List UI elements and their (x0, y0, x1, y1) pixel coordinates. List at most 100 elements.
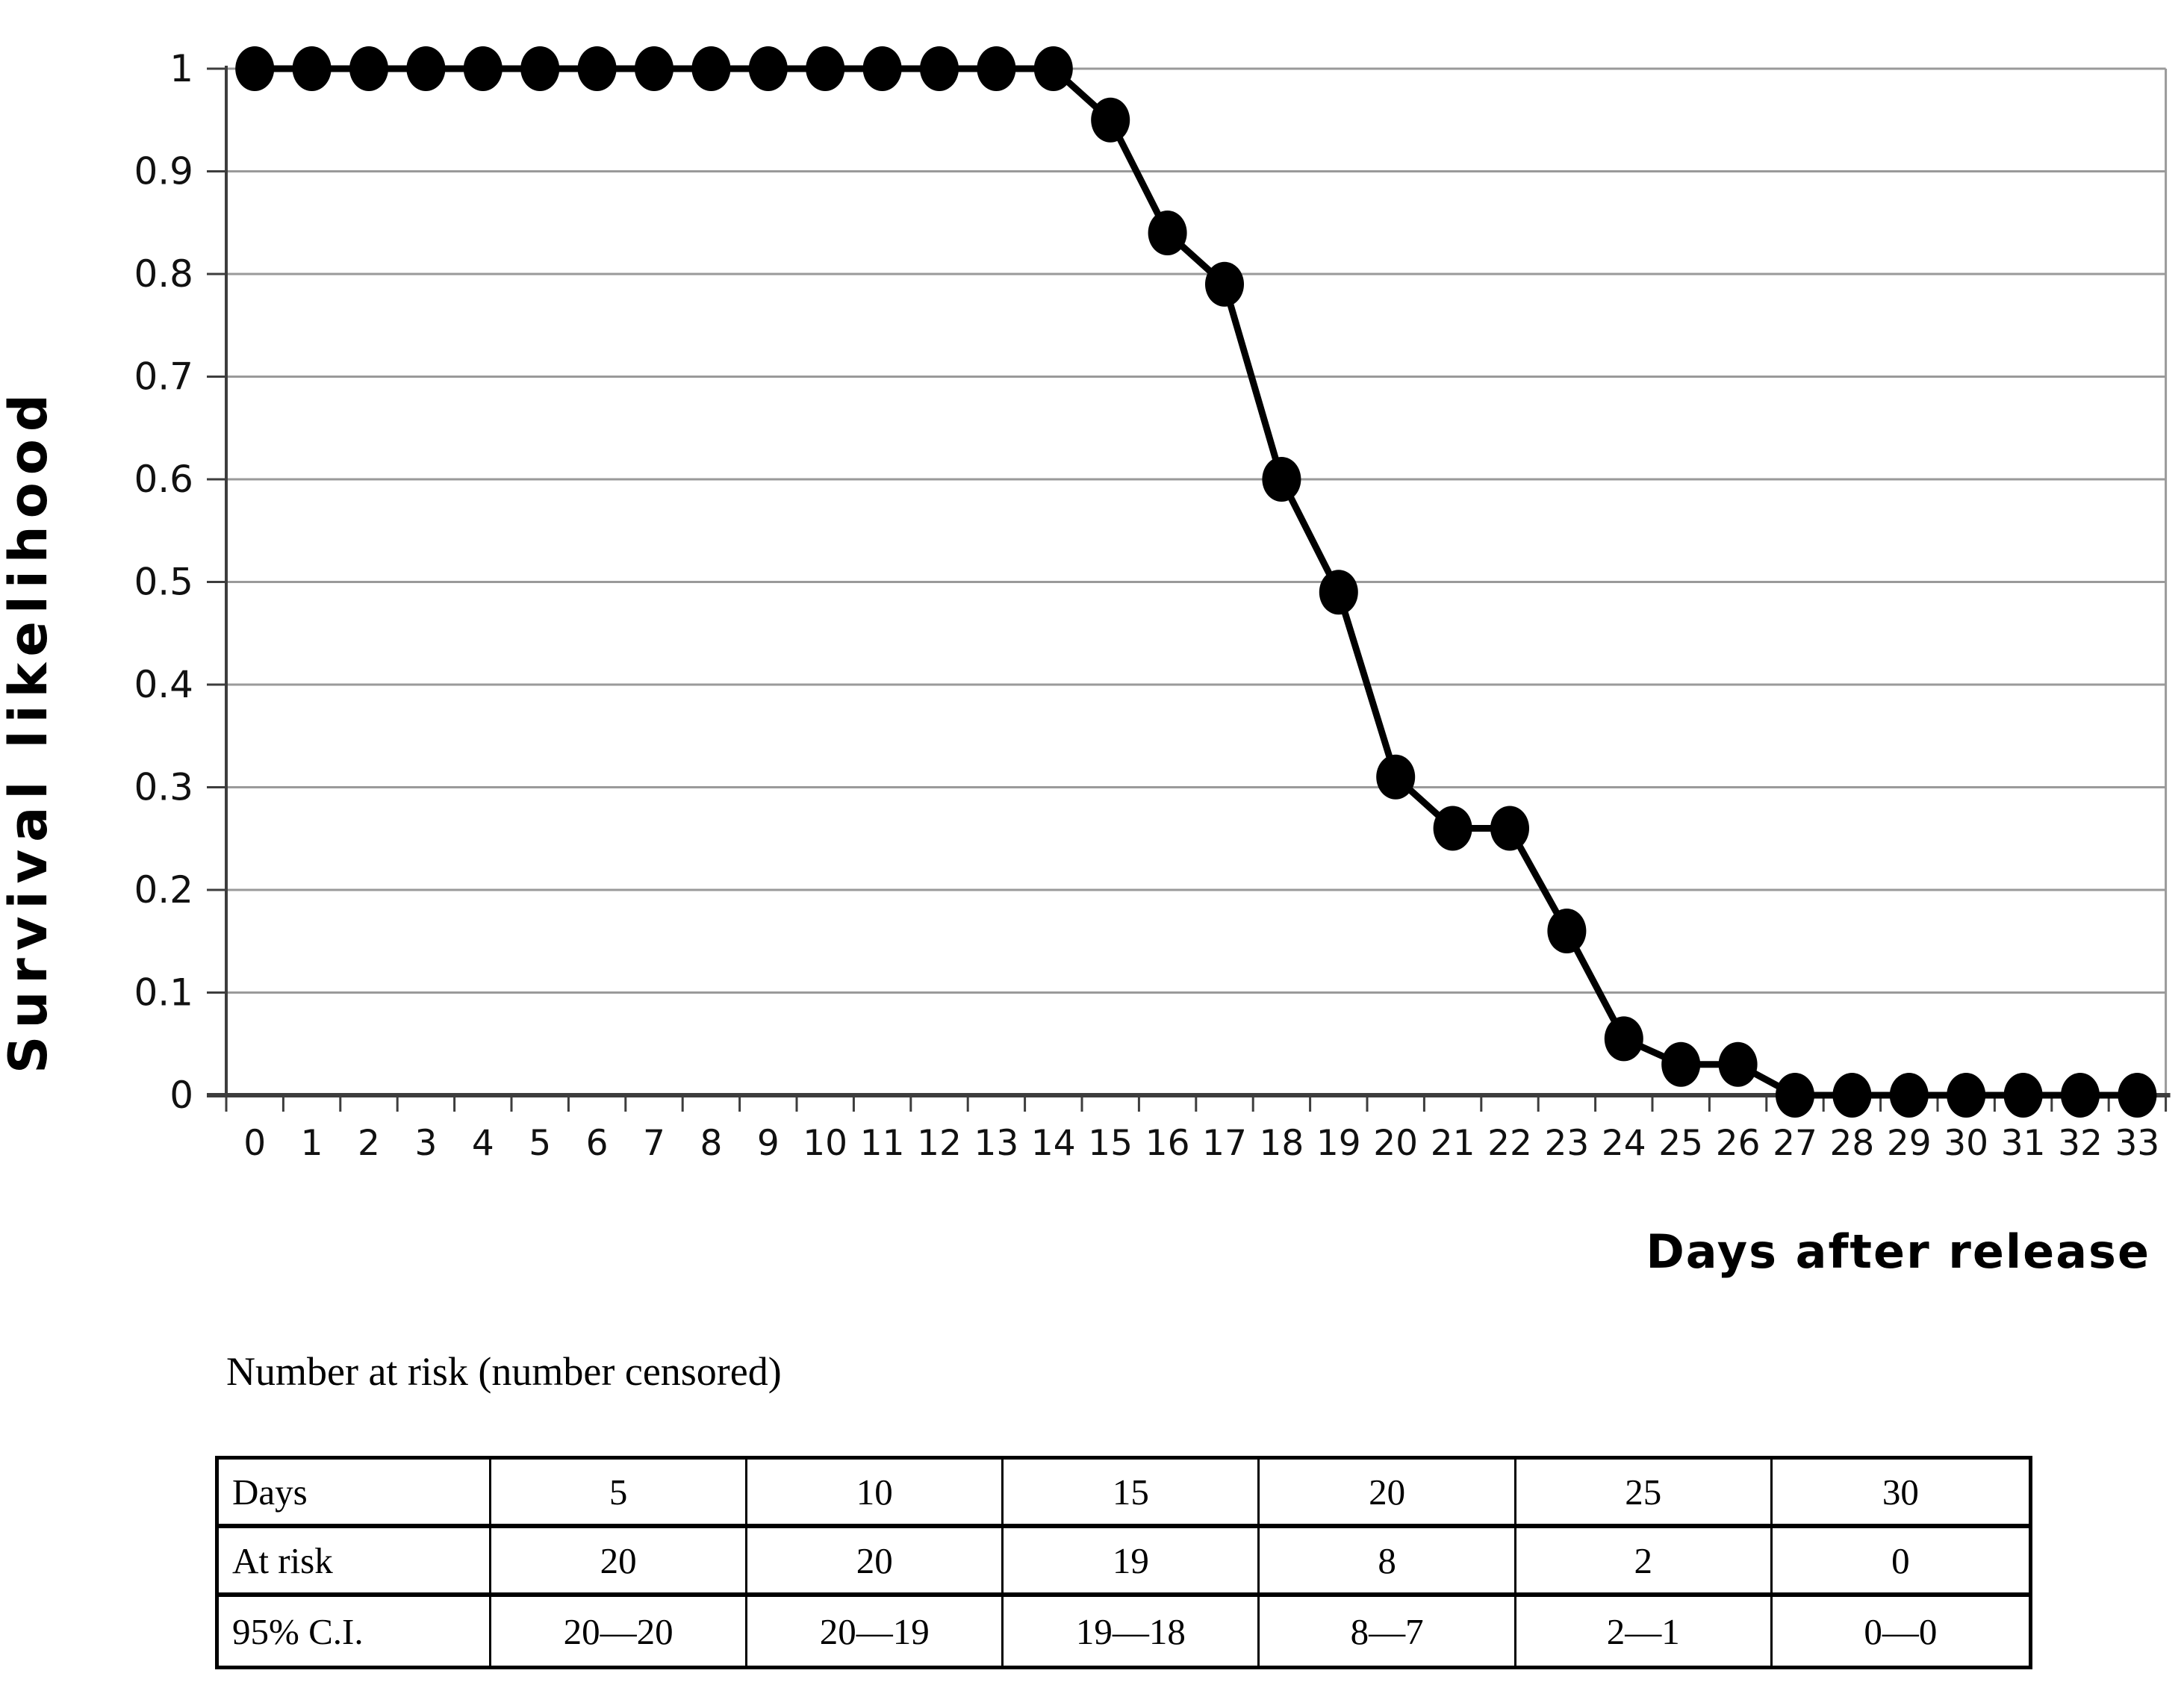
data-point-day-32 (2061, 1073, 2100, 1118)
survival-line (251, 65, 2141, 1099)
risk-table-cell: 15 (1004, 1460, 1260, 1528)
risk-table-cell: 2—1 (1516, 1597, 1773, 1666)
y-tick-label: 0.6 (134, 458, 193, 501)
x-tick-label: 13 (974, 1123, 1018, 1164)
y-tick-label: 0.3 (134, 766, 193, 809)
data-point-day-24 (1604, 1016, 1643, 1062)
data-point-day-13 (977, 46, 1016, 91)
risk-table-cell: 19—18 (1004, 1597, 1260, 1666)
data-point-day-8 (691, 46, 731, 91)
x-tick-label: 28 (1829, 1123, 1874, 1164)
tick-labels: 00.10.20.30.40.50.60.70.80.910 1 2 3 4 5 6 7 8 9 1… (134, 47, 2159, 1164)
x-tick-label: 29 (1887, 1123, 1932, 1164)
x-tick-label: 33 (2115, 1123, 2159, 1164)
data-point-day-4 (463, 46, 503, 91)
x-tick-label: 26 (1716, 1123, 1761, 1164)
data-point-day-1 (292, 46, 332, 91)
x-tick-label: 23 (1544, 1123, 1589, 1164)
data-point-day-18 (1262, 457, 1301, 502)
y-tick-label: 1 (169, 47, 193, 90)
data-point-day-17 (1205, 261, 1244, 307)
data-point-day-6 (577, 46, 617, 91)
risk-table-cell: 30 (1772, 1460, 2029, 1528)
data-point-day-20 (1376, 754, 1416, 800)
data-point-day-3 (406, 46, 446, 91)
risk-table-row-label: 95% C.I. (219, 1597, 491, 1666)
y-tick-label: 0 (169, 1074, 193, 1117)
risk-table-cell: 20—20 (491, 1597, 748, 1666)
x-tick-label: 17 (1202, 1123, 1247, 1164)
risk-table-cell: 8—7 (1260, 1597, 1516, 1666)
data-point-day-10 (806, 46, 845, 91)
y-tick-label: 0.5 (134, 561, 193, 604)
y-tick-label: 0.7 (134, 355, 193, 399)
x-tick-label: 11 (860, 1123, 905, 1164)
y-tick-label: 0.1 (134, 971, 193, 1015)
data-point-day-19 (1319, 570, 1358, 615)
y-tick-label: 0.4 (134, 663, 193, 706)
data-point-day-5 (520, 46, 560, 91)
data-point-day-0 (235, 46, 275, 91)
x-tick-label: 16 (1145, 1123, 1190, 1164)
y-tick-label: 0.8 (134, 252, 193, 296)
x-tick-label: 31 (2001, 1123, 2046, 1164)
survival-curve-chart: 00.10.20.30.40.50.60.70.80.910 1 2 3 4 5 6 7 8 9 1… (0, 46, 2171, 1279)
x-tick-label: 19 (1316, 1123, 1361, 1164)
data-point-day-9 (748, 46, 788, 91)
data-point-day-14 (1033, 46, 1073, 91)
gridlines (226, 67, 2168, 1095)
x-tick-label: 24 (1602, 1123, 1646, 1164)
data-point-day-2 (349, 46, 388, 91)
risk-table-row-label: Days (219, 1460, 491, 1528)
data-point-day-22 (1490, 806, 1529, 851)
risk-table-cell: 20 (1260, 1460, 1516, 1528)
x-tick-label: 14 (1031, 1123, 1076, 1164)
tick-marks (207, 67, 2168, 1112)
risk-table-cell: 0 (1772, 1528, 2029, 1597)
x-tick-label: 25 (1658, 1123, 1703, 1164)
x-tick-label: 7 (643, 1123, 665, 1164)
x-tick-label: 4 (472, 1123, 494, 1164)
data-point-day-33 (2118, 1073, 2157, 1118)
data-point-day-27 (1776, 1073, 1814, 1118)
x-tick-label: 9 (757, 1123, 780, 1164)
x-tick-label: 1 (301, 1123, 323, 1164)
risk-table-cell: 0—0 (1864, 1610, 1938, 1652)
x-tick-label: 30 (1944, 1123, 1988, 1164)
data-point-day-30 (1947, 1073, 1986, 1118)
x-tick-label: 10 (803, 1123, 847, 1164)
axes (207, 66, 2171, 1097)
x-tick-label: 2 (358, 1123, 380, 1164)
risk-table-cell: 8 (1260, 1528, 1516, 1597)
data-point-day-16 (1148, 211, 1187, 255)
survival-series (235, 46, 2157, 1118)
risk-table-caption: Number at risk (number censored) (226, 1349, 782, 1394)
data-point-day-25 (1661, 1041, 1701, 1087)
x-tick-label: 20 (1373, 1123, 1418, 1164)
data-point-day-11 (862, 46, 902, 91)
x-tick-label: 21 (1431, 1123, 1475, 1164)
risk-table-cell: 20 (747, 1528, 1004, 1597)
risk-table-cell: 19 (1004, 1528, 1260, 1597)
number-at-risk-table: Days 5 10 15 20 25 30 At risk 20 20 19 8 2 0 95% C.I. 2… (215, 1456, 2032, 1669)
x-tick-label: 3 (414, 1123, 437, 1164)
y-tick-label: 0.9 (134, 150, 193, 193)
data-point-day-15 (1091, 97, 1130, 143)
risk-table-cell: 20—19 (747, 1597, 1004, 1666)
data-point-day-12 (920, 46, 959, 91)
risk-table-cell: 25 (1516, 1460, 1773, 1528)
x-axis-title: Days after release (1646, 1224, 2150, 1279)
data-point-day-23 (1547, 909, 1587, 953)
x-tick-label: 8 (700, 1123, 722, 1164)
data-point-day-7 (635, 46, 673, 91)
data-point-day-21 (1433, 806, 1472, 851)
x-tick-label: 12 (917, 1123, 962, 1164)
x-tick-label: 22 (1487, 1123, 1532, 1164)
risk-table-cell: 20 (491, 1528, 748, 1597)
data-point-day-28 (1832, 1073, 1872, 1118)
x-tick-label: 27 (1773, 1123, 1817, 1164)
y-tick-label: 0.2 (134, 868, 193, 912)
x-tick-label: 0 (243, 1123, 266, 1164)
x-tick-label: 32 (2058, 1123, 2103, 1164)
